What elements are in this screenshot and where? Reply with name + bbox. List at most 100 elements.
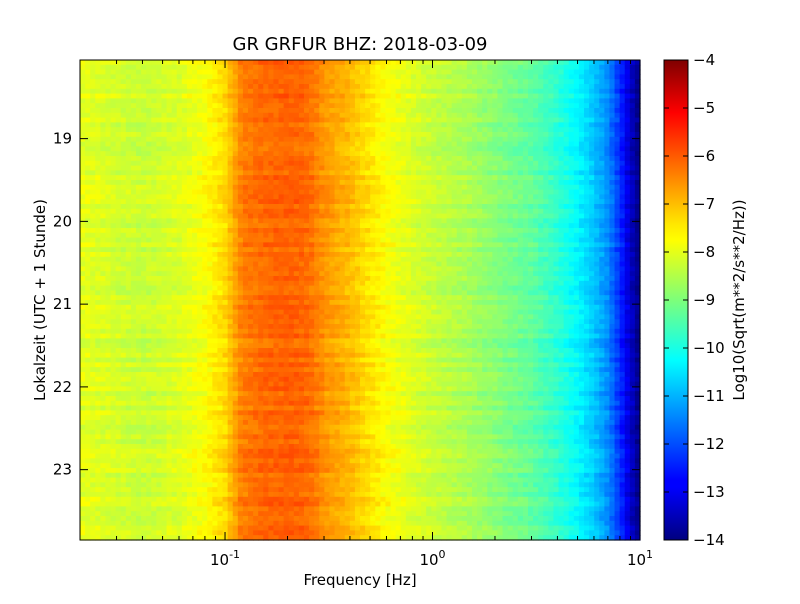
heatmap-cell [553, 108, 560, 114]
heatmap-cell [161, 213, 168, 219]
heatmap-cell [156, 266, 163, 272]
heatmap-cell [492, 84, 499, 90]
heatmap-cell [263, 64, 269, 71]
heatmap-cell [375, 64, 381, 71]
heatmap-cell [156, 117, 163, 123]
heatmap-cell [573, 165, 580, 171]
heatmap-cell [436, 60, 443, 66]
heatmap-cell [207, 261, 213, 267]
heatmap-cell [477, 199, 483, 205]
heatmap-cell [466, 247, 473, 253]
heatmap-cell [624, 93, 631, 99]
heatmap-cell [385, 141, 392, 147]
heatmap-cell [288, 175, 295, 181]
heatmap-cell [156, 136, 163, 143]
heatmap-cell [528, 88, 534, 95]
heatmap-cell [125, 69, 132, 75]
heatmap-cell [212, 79, 219, 85]
heatmap-cell [115, 69, 122, 75]
heatmap-cell [130, 184, 137, 191]
heatmap-cell [599, 184, 605, 191]
heatmap-cell [629, 232, 636, 239]
heatmap-cell [543, 60, 549, 66]
heatmap-cell [390, 256, 397, 263]
heatmap-cell [360, 160, 366, 167]
heatmap-cell [156, 232, 163, 239]
heatmap-cell [599, 204, 605, 210]
heatmap-cell [466, 136, 473, 143]
heatmap-cell [222, 151, 229, 157]
heatmap-cell [426, 252, 432, 258]
heatmap-cell [85, 194, 91, 200]
heatmap-cell [263, 276, 269, 282]
heatmap-cell [314, 165, 320, 171]
heatmap-cell [110, 218, 117, 224]
heatmap-cell [314, 213, 320, 219]
heatmap-cell [120, 256, 127, 263]
heatmap-cell [375, 189, 381, 195]
heatmap-cell [365, 189, 371, 195]
heatmap-cell [426, 189, 432, 195]
heatmap-cell [563, 146, 570, 152]
heatmap-cell [543, 199, 549, 205]
heatmap-cell [568, 74, 575, 80]
heatmap-cell [395, 232, 402, 239]
heatmap-cell [278, 261, 285, 267]
heatmap-cell [176, 156, 183, 162]
heatmap-cell [217, 64, 224, 71]
heatmap-cell [400, 98, 407, 104]
heatmap-cell [329, 242, 336, 248]
heatmap-cell [553, 84, 560, 90]
heatmap-cell [360, 223, 366, 229]
heatmap-cell [212, 84, 219, 90]
heatmap-cell [604, 170, 611, 176]
heatmap-cell [497, 184, 504, 191]
heatmap-cell [130, 228, 137, 234]
heatmap-cell [115, 122, 122, 128]
heatmap-cell [436, 247, 443, 253]
heatmap-cell [385, 127, 392, 133]
heatmap-cell [578, 266, 585, 272]
heatmap-cell [110, 237, 117, 243]
heatmap-cell [161, 122, 168, 128]
heatmap-cell [568, 242, 575, 248]
heatmap-cell [207, 79, 213, 85]
heatmap-cell [293, 184, 300, 191]
heatmap-cell [324, 108, 331, 114]
heatmap-cell [80, 69, 86, 75]
heatmap-cell [125, 266, 132, 272]
heatmap-cell [344, 213, 351, 219]
heatmap-cell [629, 252, 636, 258]
heatmap-cell [85, 122, 91, 128]
heatmap-cell [166, 151, 173, 157]
heatmap-cell [344, 132, 351, 138]
heatmap-cell [390, 146, 397, 152]
heatmap-cell [370, 175, 376, 181]
heatmap-cell [263, 199, 269, 205]
heatmap-cell [543, 189, 549, 195]
heatmap-cell [517, 184, 524, 191]
heatmap-cell [614, 256, 621, 263]
heatmap-cell [451, 112, 458, 119]
heatmap-cell [339, 108, 346, 114]
heatmap-cell [558, 242, 565, 248]
heatmap-cell [517, 132, 524, 138]
heatmap-cell [599, 88, 605, 95]
heatmap-cell [166, 69, 173, 75]
heatmap-cell [192, 136, 198, 143]
heatmap-cell [431, 122, 437, 128]
heatmap-cell [95, 266, 101, 272]
heatmap-cell [146, 213, 152, 219]
heatmap-cell [461, 208, 468, 215]
heatmap-cell [105, 276, 112, 282]
heatmap-cell [538, 84, 544, 90]
heatmap-cell [339, 160, 346, 167]
heatmap-cell [456, 60, 463, 66]
heatmap-cell [528, 199, 534, 205]
heatmap-cell [329, 93, 336, 99]
heatmap-cell [365, 180, 371, 186]
heatmap-cell [156, 122, 163, 128]
heatmap-cell [599, 266, 605, 272]
heatmap-cell [304, 261, 310, 267]
heatmap-cell [100, 199, 107, 205]
